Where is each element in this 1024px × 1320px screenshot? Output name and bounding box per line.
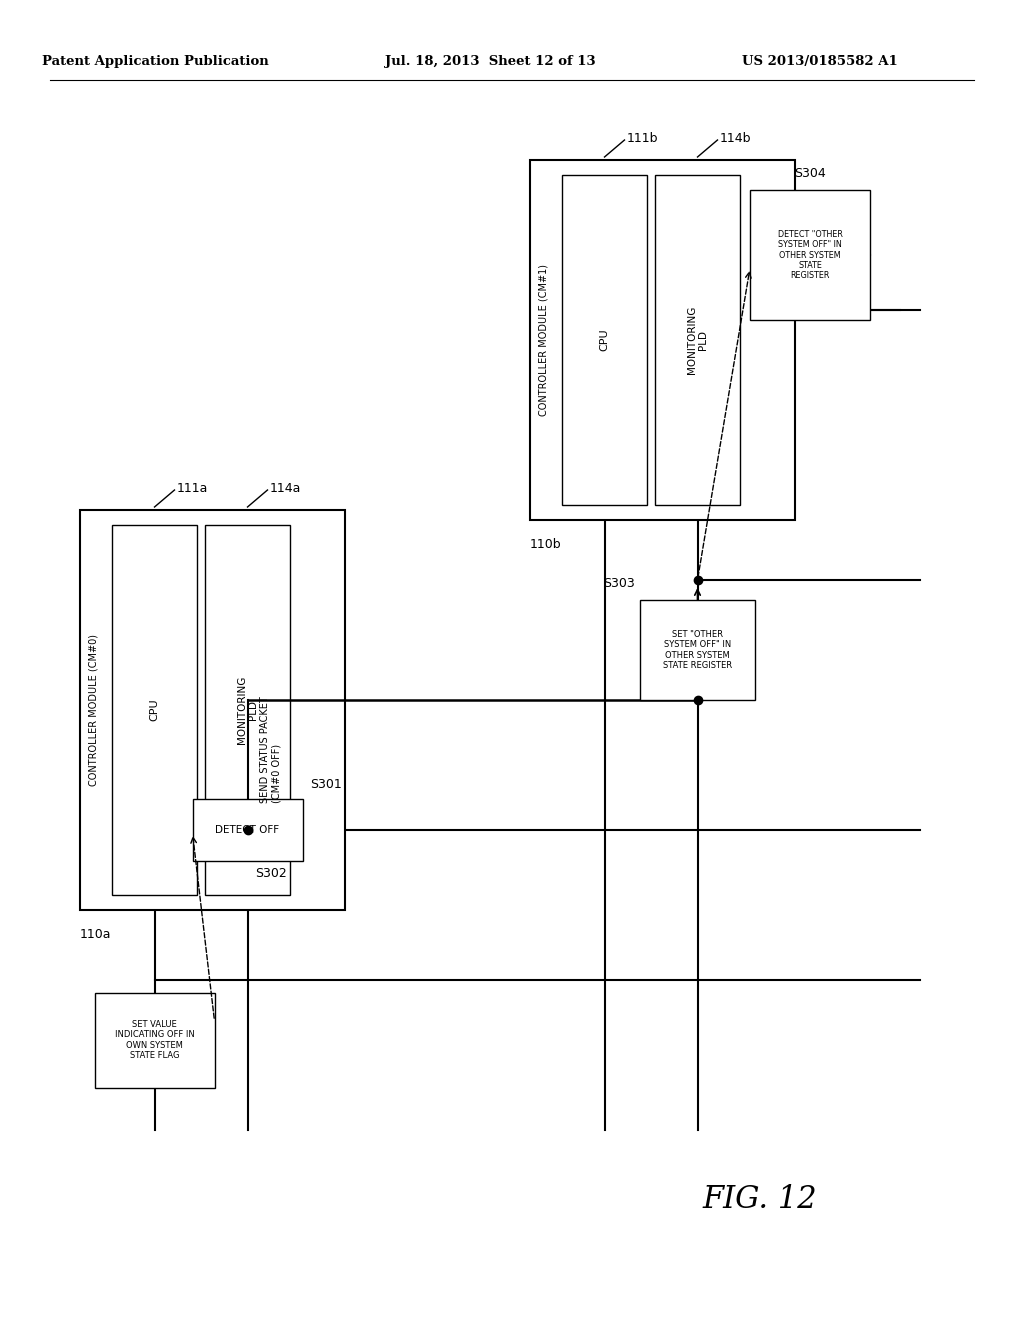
Bar bbox=[530, 160, 795, 520]
Text: 111a: 111a bbox=[176, 482, 208, 495]
Text: US 2013/0185582 A1: US 2013/0185582 A1 bbox=[742, 55, 898, 69]
Text: CONTROLLER MODULE (CM#1): CONTROLLER MODULE (CM#1) bbox=[538, 264, 548, 416]
Bar bbox=[94, 993, 214, 1088]
Bar bbox=[112, 525, 197, 895]
Bar bbox=[193, 799, 302, 861]
Bar bbox=[655, 176, 740, 506]
Text: S304: S304 bbox=[795, 168, 826, 180]
Text: 110b: 110b bbox=[530, 539, 561, 550]
Text: S302: S302 bbox=[256, 867, 288, 880]
Text: 110a: 110a bbox=[80, 928, 112, 941]
Text: 114b: 114b bbox=[720, 132, 751, 144]
Bar bbox=[562, 176, 647, 506]
Text: SEND STATUS PACKET
(CM#0 OFF): SEND STATUS PACKET (CM#0 OFF) bbox=[259, 696, 282, 803]
Text: S301: S301 bbox=[310, 777, 342, 791]
Text: SET VALUE
INDICATING OFF IN
OWN SYSTEM
STATE FLAG: SET VALUE INDICATING OFF IN OWN SYSTEM S… bbox=[115, 1020, 195, 1060]
Text: Patent Application Publication: Patent Application Publication bbox=[42, 55, 268, 69]
Text: CONTROLLER MODULE (CM#0): CONTROLLER MODULE (CM#0) bbox=[88, 634, 98, 785]
Text: DETECT OFF: DETECT OFF bbox=[215, 825, 280, 836]
Text: MONITORING
PLD: MONITORING PLD bbox=[237, 676, 258, 744]
Text: FIG. 12: FIG. 12 bbox=[702, 1184, 817, 1216]
Text: DETECT "OTHER
SYSTEM OFF" IN
OTHER SYSTEM
STATE
REGISTER: DETECT "OTHER SYSTEM OFF" IN OTHER SYSTE… bbox=[777, 230, 843, 280]
Bar bbox=[750, 190, 870, 319]
Bar bbox=[205, 525, 290, 895]
Text: Jul. 18, 2013  Sheet 12 of 13: Jul. 18, 2013 Sheet 12 of 13 bbox=[385, 55, 595, 69]
Text: S303: S303 bbox=[603, 577, 635, 590]
Text: CPU: CPU bbox=[599, 329, 609, 351]
Text: CPU: CPU bbox=[150, 698, 160, 721]
Text: 111b: 111b bbox=[627, 132, 658, 144]
Bar bbox=[640, 601, 755, 700]
Text: 114a: 114a bbox=[269, 482, 301, 495]
Bar bbox=[80, 510, 345, 909]
Text: MONITORING
PLD: MONITORING PLD bbox=[687, 306, 709, 374]
Text: SET "OTHER
SYSTEM OFF" IN
OTHER SYSTEM
STATE REGISTER: SET "OTHER SYSTEM OFF" IN OTHER SYSTEM S… bbox=[663, 630, 732, 671]
